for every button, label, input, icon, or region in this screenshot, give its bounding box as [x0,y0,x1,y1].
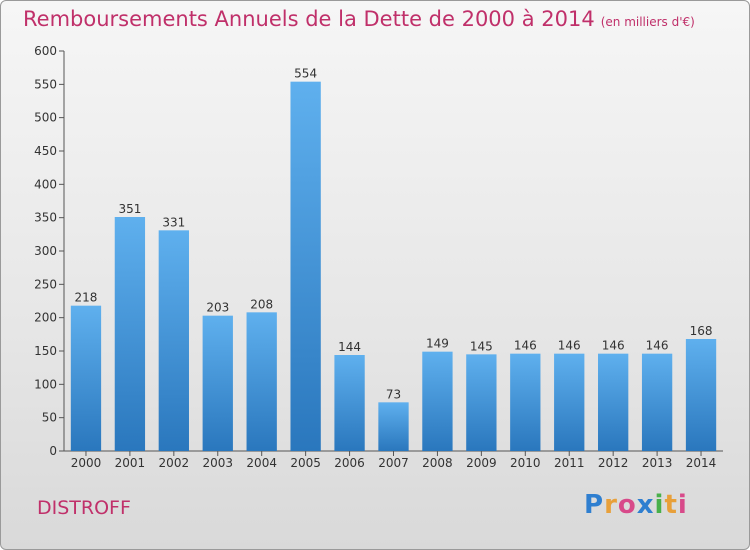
x-tick-label: 2005 [290,456,321,470]
x-tick-label: 2006 [334,456,365,470]
x-tick-label: 2013 [642,456,673,470]
x-tick-label: 2002 [159,456,190,470]
bar-2010 [510,353,541,451]
bar-2000 [70,305,102,451]
data-label: 73 [386,387,401,401]
bar-2002 [158,230,189,451]
x-axis: 2000 2001 2002 2003 2004 2005 2006 2007 2008 2009… [64,450,723,470]
data-label: 146 [558,339,581,353]
y-tick-label: 550 [34,77,57,91]
proxiti-logo[interactable]: Proxiti [584,490,688,520]
bar-2013 [641,353,673,451]
y-tick-label: 600 [34,44,57,58]
data-label: 331 [162,215,185,229]
data-label: 149 [426,337,449,351]
data-label: 146 [602,339,625,353]
bar-2012 [598,353,629,451]
y-tick-label: 350 [34,211,57,225]
bar-2007 [378,402,409,451]
bar-2006 [334,355,365,451]
y-tick-label: 450 [34,144,57,158]
bar-2003 [202,315,233,451]
x-tick-label: 2007 [378,456,409,470]
y-axis: 0 50 100 150 200 250 300 350 400 450 500 550 600 [34,44,65,458]
x-tick-label: 2014 [686,456,717,470]
bar-2001 [114,217,146,451]
y-tick-label: 400 [34,177,57,191]
x-tick-label: 2000 [71,456,102,470]
y-tick-label: 0 [49,444,57,458]
data-label: 168 [690,324,713,338]
x-tick-label: 2009 [466,456,497,470]
y-tick-label: 150 [34,344,57,358]
y-tick-label: 100 [34,377,57,391]
data-label: 203 [206,301,229,315]
chart-title: Remboursements Annuels de la Dette de 20… [23,7,695,31]
commune-name: DISTROFF [37,497,131,519]
x-tick-label: 2012 [598,456,629,470]
y-tick-label: 300 [34,244,57,258]
data-label: 208 [250,297,273,311]
x-tick-label: 2008 [422,456,453,470]
bar-2011 [554,353,585,451]
bar-2005 [290,81,321,452]
x-tick-label: 2011 [554,456,585,470]
x-tick-label: 2003 [202,456,233,470]
bars [70,81,717,452]
data-label: 218 [75,291,98,305]
x-tick-label: 2004 [246,456,277,470]
data-label: 146 [514,339,537,353]
data-label: 146 [646,339,669,353]
data-label: 554 [294,67,317,81]
data-label: 144 [338,340,361,354]
chart-title-text: Remboursements Annuels de la Dette de 20… [23,7,595,31]
y-tick-label: 200 [34,311,57,325]
y-tick-label: 50 [42,411,57,425]
data-label: 145 [470,339,493,353]
bar-2004 [246,312,277,451]
y-tick-label: 500 [34,111,57,125]
bar-2014 [685,339,717,451]
bar-2009 [466,354,497,451]
y-tick-label: 250 [34,277,57,291]
x-tick-label: 2001 [115,456,146,470]
chart-unit-note: (en milliers d'€) [600,15,695,29]
x-tick-label: 2010 [510,456,541,470]
data-label: 351 [118,202,141,216]
data-labels: 218 351 331 203 208 554 144 73 149 145 146 146 146 14… [75,67,713,402]
bar-2008 [422,351,453,451]
